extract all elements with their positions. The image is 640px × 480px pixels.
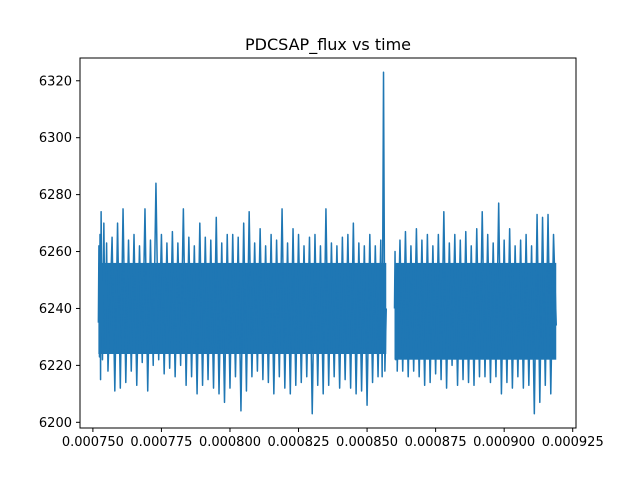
y-tick-label: 6260 xyxy=(39,245,72,260)
y-tick-label: 6200 xyxy=(39,416,72,431)
x-tick-label: 0.000800 xyxy=(199,435,261,450)
y-tick-label: 6240 xyxy=(39,302,72,317)
x-axis: 0.000750 0.000775 0.000800 0.000825 0.000850… xyxy=(62,428,604,450)
y-tick-label: 6220 xyxy=(39,359,72,374)
series-layer xyxy=(97,71,558,415)
x-tick-label: 0.000775 xyxy=(130,435,192,450)
y-axis: 6200 6220 6240 6260 6280 6300 6320 xyxy=(39,74,80,431)
y-tick-label: 6280 xyxy=(39,188,72,203)
x-tick-label: 0.000850 xyxy=(336,435,398,450)
y-tick-label: 6320 xyxy=(39,74,72,89)
x-tick-label: 0.000925 xyxy=(542,435,604,450)
y-tick-label: 6300 xyxy=(39,131,72,146)
plot-frame xyxy=(79,57,577,429)
flux-series-line xyxy=(97,71,388,415)
x-tick-label: 0.000825 xyxy=(268,435,330,450)
x-tick-label: 0.000900 xyxy=(473,435,535,450)
flux-series-line xyxy=(393,202,558,415)
chart-title: PDCSAP_flux vs time xyxy=(245,35,411,55)
x-tick-label: 0.000875 xyxy=(405,435,467,450)
x-tick-label: 0.000750 xyxy=(62,435,124,450)
